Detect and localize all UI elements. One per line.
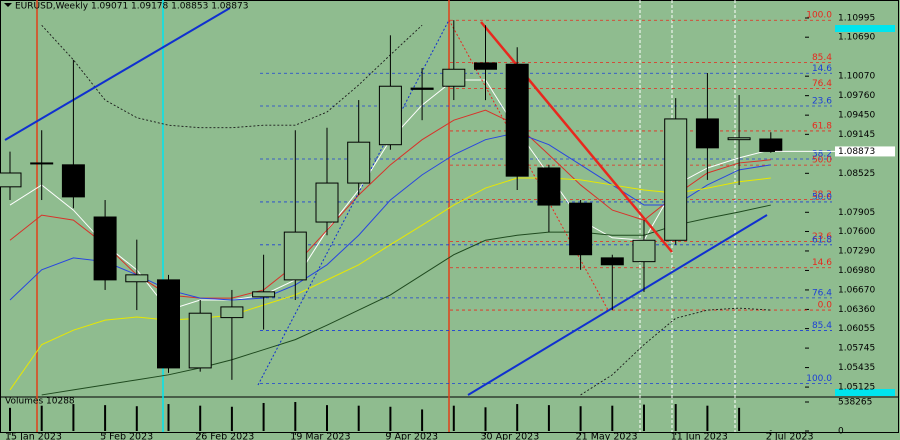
x-tick-label: 11 Jun 2023 [671, 432, 728, 440]
x-tick-label: 15 Jan 2023 [5, 432, 62, 440]
candle-body [569, 202, 593, 256]
last-price-box [835, 146, 895, 157]
y-tick-label: 1.06055 [838, 324, 875, 334]
indicators [9, 17, 832, 396]
fibo-label: 14.6 [812, 258, 832, 268]
indicator-line [9, 132, 771, 301]
y-tick-label: 1.05745 [838, 344, 875, 354]
candle-body [315, 182, 339, 223]
volume-title: Volumes 10288 [5, 397, 75, 407]
candle-body [695, 118, 719, 149]
fibo-label: 38.2 [812, 150, 832, 160]
fibo-label: 85.4 [812, 321, 832, 331]
fibo-label: 85.4 [812, 53, 832, 63]
candle-body [442, 68, 466, 87]
x-tick-label: 5 Feb 2023 [100, 432, 153, 440]
candle-body [600, 257, 624, 266]
trend-line [4, 7, 231, 141]
y-tick-label: 1.10690 [838, 33, 875, 43]
candle-body [93, 216, 117, 281]
candle-body [727, 137, 751, 141]
y-tick-label: 1.07290 [838, 246, 875, 256]
trend-line [257, 19, 450, 386]
fibo-label: 76.4 [812, 288, 832, 298]
y-tick-label: 1.08525 [838, 169, 875, 179]
volume-tick-label: 0 [838, 427, 844, 437]
y-tick-label: 1.10070 [838, 72, 875, 82]
y-tick-label: 1.06980 [838, 266, 875, 276]
candle-body [283, 231, 307, 281]
candle-body [759, 138, 783, 152]
volume-tick-label: 538265 [838, 398, 872, 408]
plot: 1.10995 1.10690 1.10070 1.09760 1.09450 1.091… [0, 11, 895, 440]
candle-body [378, 85, 402, 146]
y-tick-label: 1.09450 [838, 111, 875, 121]
candle-body [664, 118, 688, 241]
y-tick-label: 1.07905 [838, 208, 875, 218]
fibo-label: 38.2 [812, 190, 832, 200]
y-tick-label: 1.05125 [838, 383, 875, 393]
candle-body [474, 62, 497, 70]
x-tick-label: 19 Mar 2023 [290, 432, 350, 440]
fibo-label: 61.8 [812, 121, 832, 131]
trend-line [480, 21, 673, 253]
indicator-line [41, 24, 423, 129]
x-tick-label: 21 May 2023 [576, 432, 638, 440]
candle-body [188, 312, 212, 369]
fibo-label: 76.4 [812, 79, 832, 89]
x-tick-label: 26 Feb 2023 [195, 432, 254, 440]
price-marker [835, 389, 895, 396]
x-tick-label: 2 Jul 2023 [766, 432, 814, 440]
indicator-line [580, 307, 771, 396]
candle-body [410, 87, 434, 90]
candle-body [125, 274, 149, 283]
fibo-label: 14.6 [812, 64, 832, 74]
candle-body [537, 167, 561, 206]
y-tick-label: 1.06670 [838, 285, 875, 295]
candle-body [157, 279, 180, 369]
chart-title: EURUSD,Weekly 1.09071 1.09178 1.08853 1.… [15, 2, 248, 12]
candle-body [30, 162, 54, 165]
y-tick-label: 1.09760 [838, 91, 875, 101]
fibo-label: 23.6 [812, 232, 832, 242]
candle-body [347, 141, 371, 184]
indicator-line [9, 177, 771, 391]
fibo-label: 100.0 [806, 374, 832, 384]
trend-line [467, 214, 768, 396]
y-tick-label: 1.06360 [838, 305, 875, 315]
fibo-label: 23.6 [812, 96, 832, 106]
candle-body [220, 306, 244, 319]
candle-body [0, 172, 22, 188]
candle-body [61, 164, 85, 198]
y-tick-label: 1.05435 [838, 363, 875, 373]
last-price-label: 1.08873 [838, 147, 875, 157]
candle-body [632, 239, 656, 263]
menu-icon [4, 3, 12, 7]
fibo-label: 61.8 [812, 235, 832, 245]
y-tick-label: 1.09145 [838, 130, 875, 140]
indicator-line [41, 204, 771, 396]
candle-body [252, 291, 276, 298]
fibo-label: 0.0 [818, 301, 833, 311]
y-tick-label: 1.10995 [838, 14, 875, 24]
y-tick-label: 1.07600 [838, 227, 875, 237]
candle-body [505, 63, 529, 177]
x-tick-label: 9 Apr 2023 [385, 432, 438, 440]
fibo-label: 100.0 [806, 11, 832, 21]
fibo-label: 50.0 [812, 192, 832, 202]
price-marker [835, 25, 895, 32]
x-tick-label: 30 Apr 2023 [481, 432, 540, 440]
fibo-label: 50.0 [812, 156, 832, 166]
